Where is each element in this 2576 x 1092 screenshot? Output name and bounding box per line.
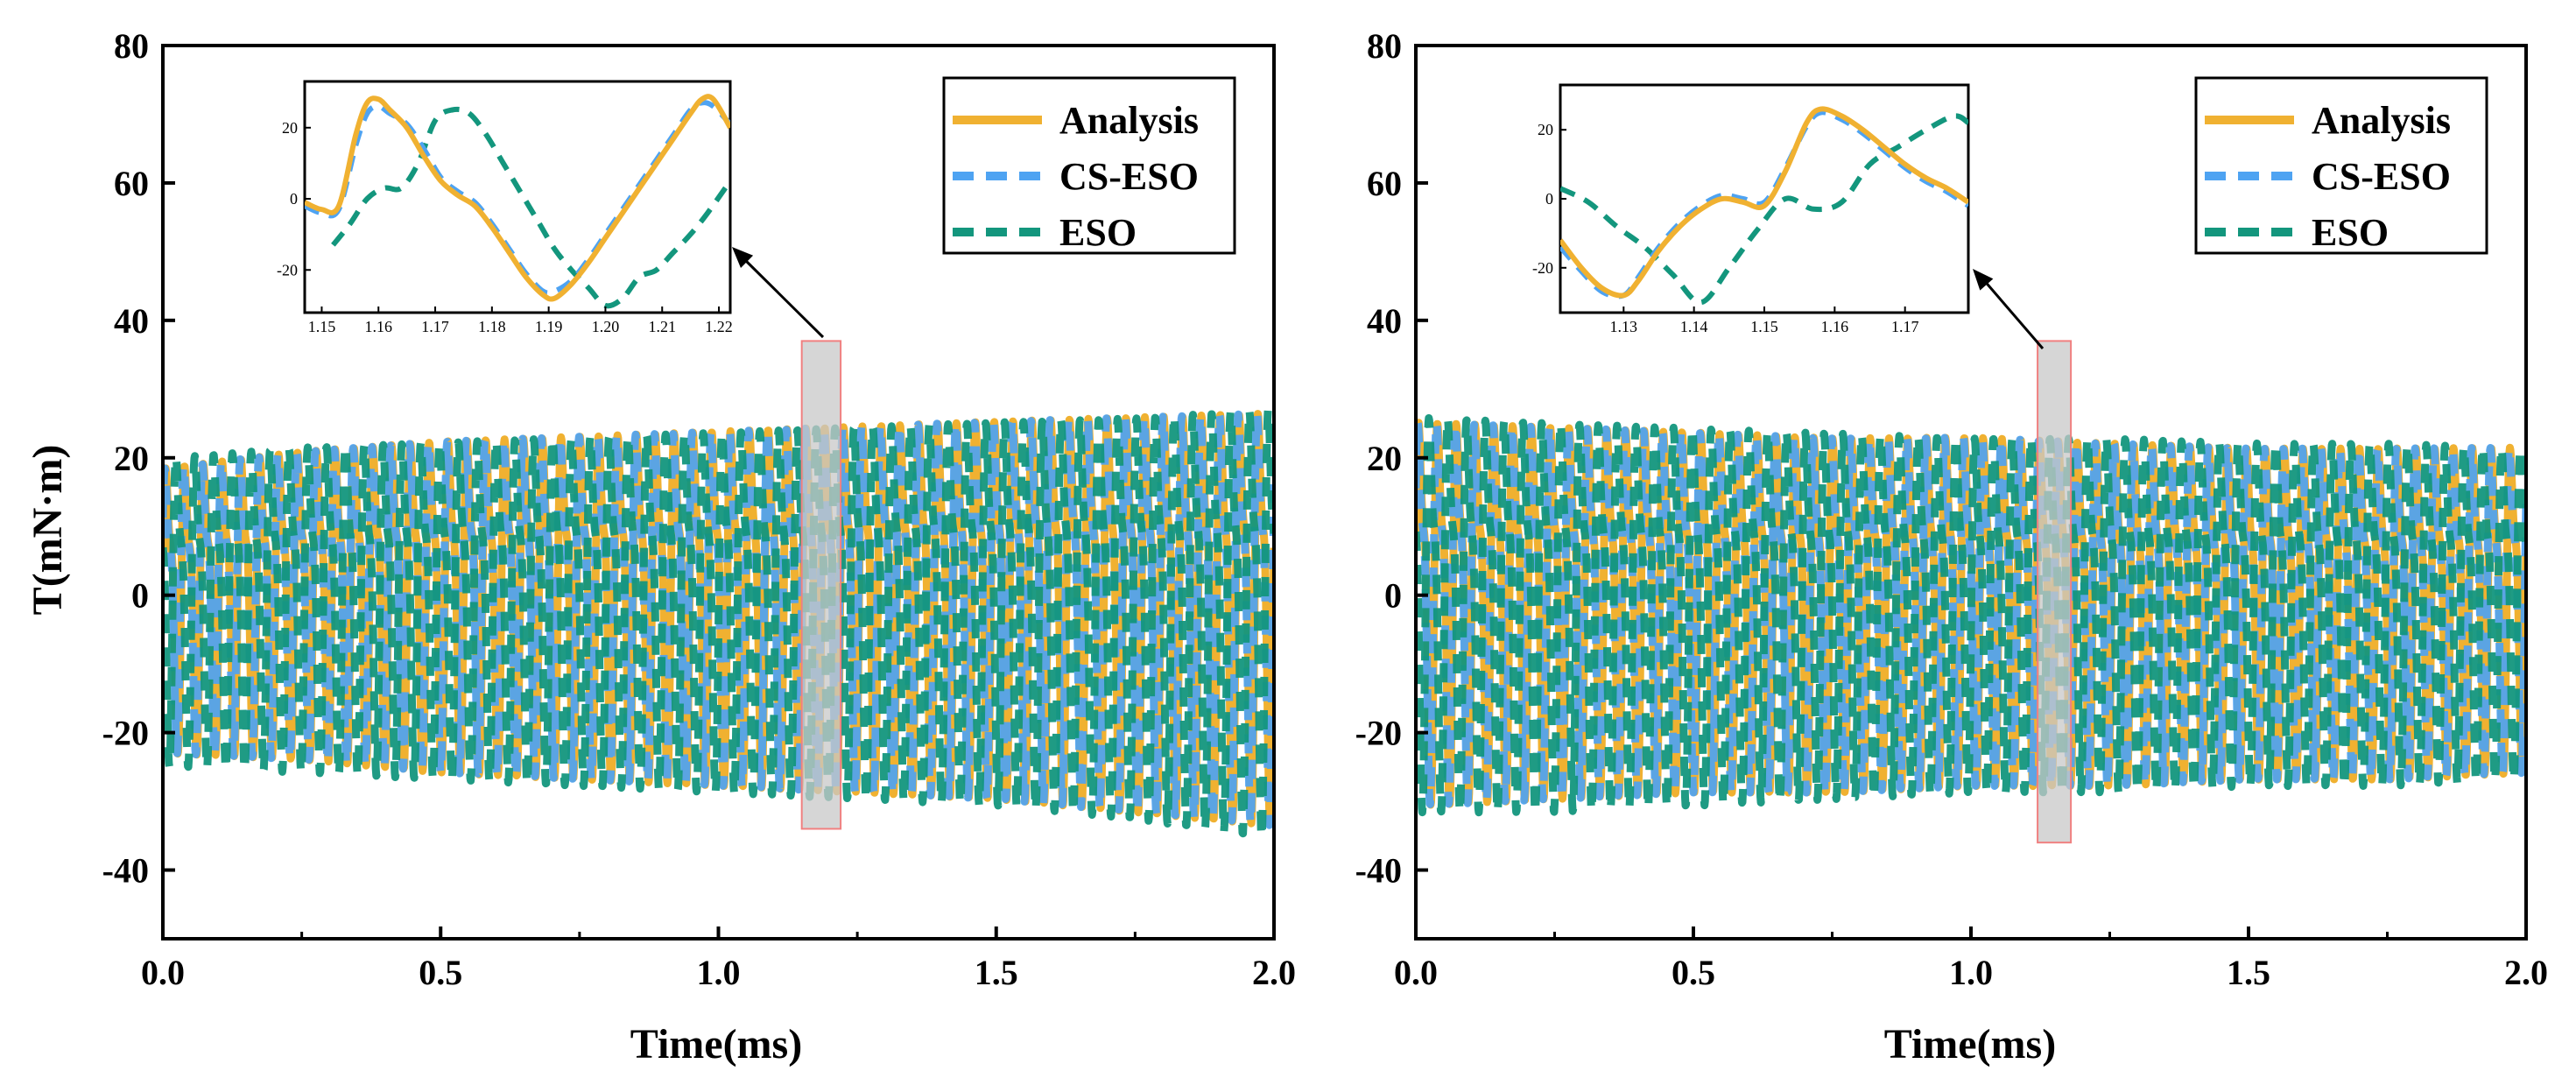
right-inset-y-tick-label: 20 <box>1538 121 1553 138</box>
left-y-axis-title: T(mN·m) <box>25 445 71 616</box>
right-inset-y-tick-label: -20 <box>1532 259 1553 277</box>
left-inset-eso-line <box>331 106 730 309</box>
right-inset-series <box>1560 106 1968 306</box>
right-inset-zoom: 1.13 1.14 1.15 1.16 1.17 -20 0 20 <box>1532 83 1970 335</box>
right-x-tick-label: 2.0 <box>2504 953 2548 992</box>
left-inset-zoom: 1.15 1.16 1.17 1.18 1.19 1.20 1.21 1.22 -20 0 20 <box>277 80 733 335</box>
right-inset-x-tick-label: 1.15 <box>1750 318 1778 335</box>
left-y-tick-label: 20 <box>114 439 149 478</box>
right-y-tick-label: 80 <box>1367 26 1402 66</box>
left-inset-frame <box>303 80 732 314</box>
left-x-axis-title: Time(ms) <box>630 1021 802 1067</box>
right-y-tick-label: 40 <box>1367 301 1402 341</box>
right-legend: Analysis CS-ESO ESO <box>2194 76 2488 255</box>
left-series-eso-line <box>163 406 1274 842</box>
right-y-tick-label: 0 <box>1384 576 1402 616</box>
left-chart-series <box>163 406 1274 842</box>
left-series-cs-eso-line <box>163 410 1274 829</box>
left-highlight-window <box>800 340 842 830</box>
right-y-tick-label: 60 <box>1367 164 1402 203</box>
right-legend-label-analysis: Analysis <box>2312 99 2451 142</box>
left-x-tick-label: 1.0 <box>697 953 741 992</box>
left-x-tick-label: 0.5 <box>419 953 462 992</box>
right-arrow-shaft <box>1981 278 2045 349</box>
left-legend-box <box>942 76 1236 255</box>
left-legend: Analysis CS-ESO ESO <box>942 76 1236 255</box>
left-inset-x-tick-label: 1.18 <box>478 318 506 335</box>
right-inset-x-tick-label: 1.17 <box>1891 318 1919 335</box>
right-y-tick-label: 20 <box>1367 439 1402 478</box>
left-y-tick-label: -20 <box>102 714 149 753</box>
right-inset-x-tick-label: 1.16 <box>1821 318 1849 335</box>
left-x-tick-label: 0.0 <box>141 953 185 992</box>
left-y-tick-label: 60 <box>114 164 149 203</box>
right-zoom-arrow <box>1973 269 2045 349</box>
left-legend-label-eso: ESO <box>1059 211 1137 254</box>
left-inset-x-tick-label: 1.21 <box>648 318 676 335</box>
left-legend-label-cs-eso: CS-ESO <box>1059 155 1199 198</box>
right-legend-box <box>2194 76 2488 255</box>
left-x-tick-label: 1.5 <box>975 953 1018 992</box>
right-x-tick-label: 0.5 <box>1672 953 1715 992</box>
right-chart-series <box>1416 414 2526 817</box>
left-inset-x-tick-label: 1.22 <box>705 318 733 335</box>
right-inset-y-tick-label: 0 <box>1545 190 1553 208</box>
left-arrow-shaft <box>741 256 825 339</box>
left-inset-series <box>305 94 730 309</box>
right-arrow-head <box>1973 269 1994 291</box>
right-inset-x-tick-label: 1.13 <box>1610 318 1638 335</box>
left-inset-x-tick-label: 1.16 <box>364 318 392 335</box>
right-x-tick-label: 1.5 <box>2227 953 2270 992</box>
right-x-tick-label: 0.0 <box>1394 953 1438 992</box>
left-arrow-head <box>732 247 754 268</box>
left-y-tick-label: -40 <box>102 851 149 891</box>
left-inset-x-tick-label: 1.20 <box>592 318 620 335</box>
left-inset-analysis-line <box>305 94 730 302</box>
left-y-tick-label: 0 <box>131 576 149 616</box>
right-inset-x-tick-label: 1.14 <box>1680 318 1708 335</box>
left-inset-x-tick-label: 1.15 <box>308 318 336 335</box>
left-legend-label-analysis: Analysis <box>1059 99 1199 142</box>
left-x-tick-label: 2.0 <box>1252 953 1296 992</box>
right-legend-label-cs-eso: CS-ESO <box>2312 155 2451 198</box>
left-inset-y-tick-label: 20 <box>282 119 298 137</box>
right-inset-eso-line <box>1560 113 1968 306</box>
right-y-tick-label: -40 <box>1355 851 1402 891</box>
left-zoom-arrow <box>732 247 825 339</box>
right-series-eso-line <box>1416 414 2526 817</box>
right-inset-analysis-line <box>1560 106 1968 299</box>
right-legend-label-eso: ESO <box>2312 211 2389 254</box>
left-inset-x-tick-label: 1.17 <box>421 318 449 335</box>
right-x-axis-title: Time(ms) <box>1884 1021 2056 1067</box>
left-axis-ticks: 0.0 0.5 1.0 1.5 2.0 -40 -20 0 20 40 60 80 <box>102 26 1296 992</box>
right-x-tick-label: 1.0 <box>1949 953 1993 992</box>
right-axis-ticks: 0.0 0.5 1.0 1.5 2.0 -40 -20 0 20 40 60 80 <box>1355 26 2548 992</box>
right-highlight-window <box>2037 340 2073 844</box>
left-inset-y-tick-label: -20 <box>277 261 298 278</box>
left-inset-cs-eso-line <box>305 100 730 296</box>
right-y-tick-label: -20 <box>1355 714 1402 753</box>
left-inset-y-tick-label: 0 <box>290 190 298 208</box>
left-y-tick-label: 80 <box>114 26 149 66</box>
left-inset-x-tick-label: 1.19 <box>535 318 563 335</box>
left-y-tick-label: 40 <box>114 301 149 341</box>
